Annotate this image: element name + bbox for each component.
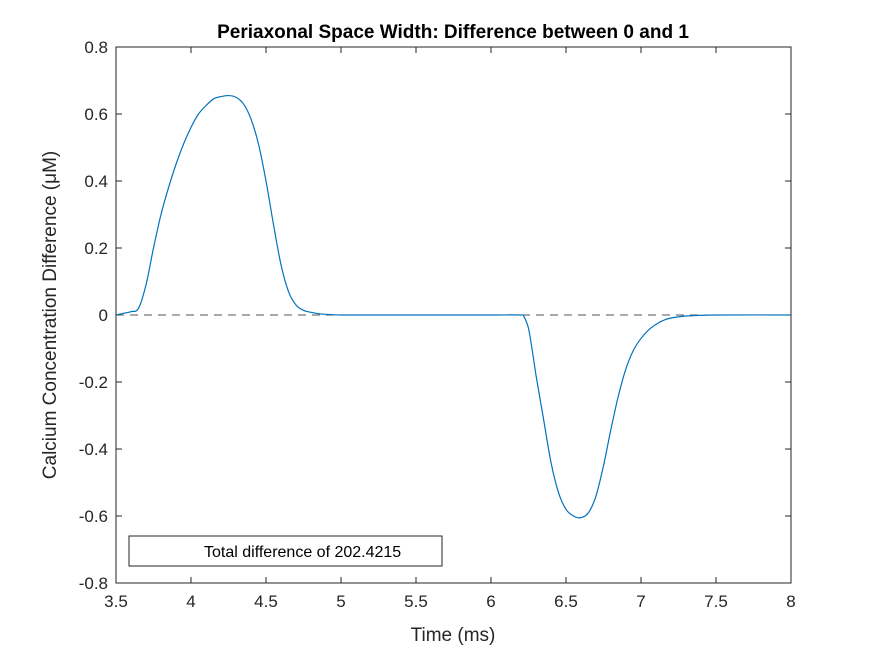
x-tick-label: 6: [486, 592, 495, 611]
x-tick-label: 7.5: [704, 592, 728, 611]
y-tick-label: 0.6: [84, 105, 108, 124]
y-tick-label: 0: [99, 306, 108, 325]
series-line: [115, 94, 792, 519]
y-tick-label: -0.8: [79, 574, 108, 593]
x-tick-label: 4.5: [254, 592, 278, 611]
legend-text: Total difference of 202.4215: [204, 544, 401, 561]
x-axis-label: Time (ms): [411, 625, 496, 646]
y-tick-label: -0.4: [79, 440, 108, 459]
x-tick-label: 6.5: [554, 592, 578, 611]
x-tick-label: 5.5: [404, 592, 428, 611]
x-ticks: 3.5 4 4.5 5 5.5 6 6.5 7 7.5 8: [104, 47, 796, 611]
y-tick-label: -0.2: [79, 373, 108, 392]
y-tick-label: -0.6: [79, 507, 108, 526]
x-tick-label: 7: [636, 592, 645, 611]
y-tick-label: 0.8: [84, 38, 108, 57]
y-axis-label: Calcium Concentration Difference (μM): [40, 151, 61, 479]
legend-box: [128, 535, 443, 567]
chart-title: Periaxonal Space Width: Difference betwe…: [217, 22, 689, 43]
x-tick-label: 8: [786, 592, 795, 611]
legend: Total difference of 202.4215: [128, 535, 443, 567]
y-tick-label: 0.4: [84, 172, 108, 191]
y-ticks: -0.8 -0.6 -0.4 -0.2 0 0.2 0.4 0.6 0.8: [79, 38, 791, 593]
y-tick-label: 0.2: [84, 239, 108, 258]
x-tick-label: 5: [336, 592, 345, 611]
x-tick-label: 4: [186, 592, 195, 611]
x-tick-label: 3.5: [104, 592, 128, 611]
axes-box: [115, 46, 792, 584]
